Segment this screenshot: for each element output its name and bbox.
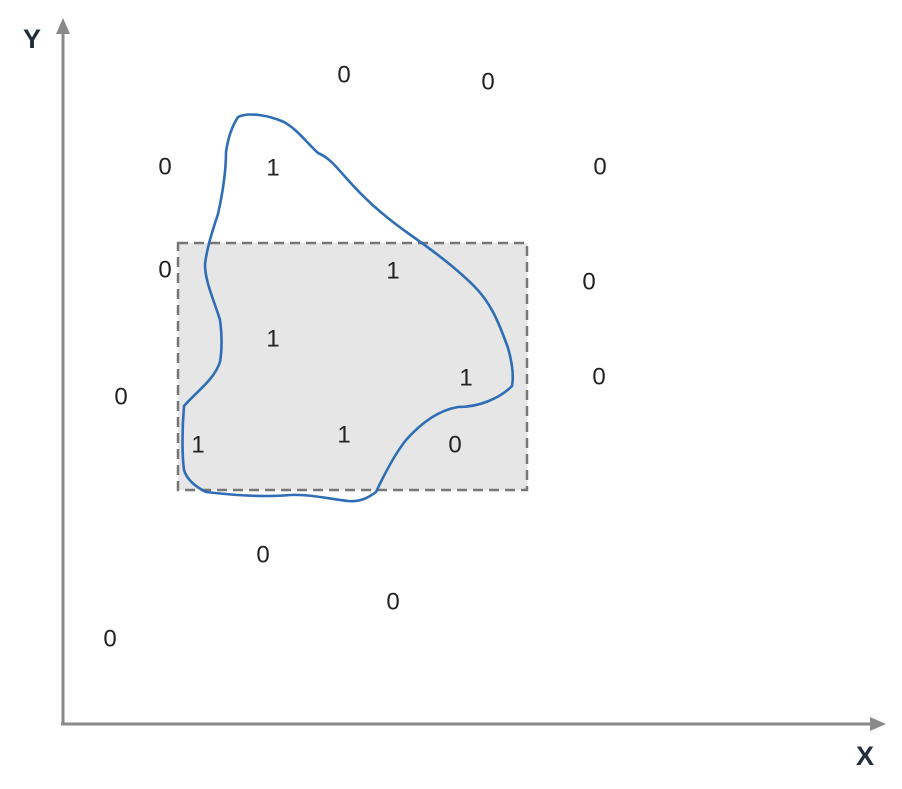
point-label: 0 <box>103 625 116 652</box>
point-label: 0 <box>592 363 605 390</box>
point-label: 1 <box>266 325 279 352</box>
point-label: 0 <box>593 153 606 180</box>
point-label: 0 <box>386 588 399 615</box>
point-label: 0 <box>158 256 171 283</box>
point-label: 1 <box>459 364 472 391</box>
point-label: 1 <box>266 154 279 181</box>
shaded-rectangle-region <box>176 241 529 492</box>
point-label: 0 <box>256 541 269 568</box>
point-label: 1 <box>386 257 399 284</box>
point-label: 0 <box>448 431 461 458</box>
point-label: 0 <box>158 153 171 180</box>
y-axis-label: Y <box>23 24 41 54</box>
point-label: 0 <box>582 268 595 295</box>
x-axis-label: X <box>856 741 874 771</box>
point-labels: 0 0 0 1 0 0 1 0 1 0 1 0 1 1 0 0 0 0 <box>103 61 606 652</box>
blue-boundary-curve <box>181 113 515 503</box>
point-label: 1 <box>337 421 350 448</box>
point-label: 0 <box>114 383 127 410</box>
point-label: 0 <box>337 61 350 88</box>
point-label: 0 <box>481 68 494 95</box>
point-label: 1 <box>191 431 204 458</box>
y-axis-arrowhead <box>56 18 70 34</box>
x-axis-arrowhead <box>870 717 886 731</box>
